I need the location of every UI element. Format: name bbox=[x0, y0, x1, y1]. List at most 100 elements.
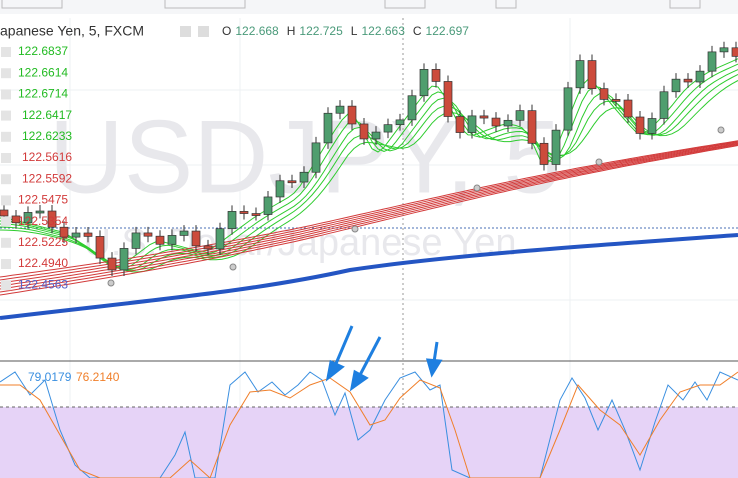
indicator-value: 122.4563 bbox=[18, 277, 68, 291]
candle-body bbox=[623, 99, 633, 118]
indicator-value: 122.6417 bbox=[22, 108, 72, 122]
candle-body bbox=[239, 211, 249, 214]
candle-body bbox=[215, 228, 225, 250]
candle-body bbox=[227, 211, 237, 230]
candle-body bbox=[155, 235, 165, 245]
long-ma bbox=[0, 233, 738, 320]
candle-body bbox=[11, 215, 21, 224]
annotation-arrows bbox=[325, 325, 443, 392]
candle-body bbox=[479, 115, 489, 119]
hide-box bbox=[1, 131, 11, 142]
red-ma bbox=[0, 144, 738, 293]
hide-box bbox=[1, 47, 11, 57]
indicator-value: 122.5354 bbox=[18, 214, 68, 228]
candle-body bbox=[23, 212, 33, 224]
candle-body bbox=[647, 118, 657, 134]
candle-body bbox=[179, 230, 189, 236]
candle-body bbox=[191, 230, 201, 247]
candles bbox=[0, 41, 738, 276]
ohlc: O 122.668 H 122.725 L 122.663 C 122.697 bbox=[222, 24, 469, 38]
oscillator-band bbox=[0, 407, 738, 478]
toolbar bbox=[0, 0, 738, 14]
candle-body bbox=[275, 180, 285, 198]
hide-box bbox=[1, 195, 11, 206]
candle-body bbox=[359, 123, 369, 140]
candle-body bbox=[491, 117, 501, 127]
candle-body bbox=[671, 78, 681, 93]
candle-body bbox=[335, 105, 345, 114]
stoch-k-value: 79.0179 bbox=[28, 370, 72, 384]
indicator-value: 122.6233 bbox=[22, 129, 72, 143]
hide-box bbox=[1, 153, 11, 163]
candle-body bbox=[203, 245, 213, 250]
indicator-value: 122.5475 bbox=[18, 193, 68, 207]
indicator-value: 122.6837 bbox=[18, 44, 68, 58]
ma-dots bbox=[107, 126, 725, 287]
candle-body bbox=[611, 99, 621, 102]
candle-body bbox=[131, 232, 141, 249]
hide-box bbox=[1, 280, 11, 291]
candle-body bbox=[527, 110, 537, 144]
hide-box bbox=[1, 259, 11, 269]
candle-body bbox=[59, 226, 69, 238]
candle-body bbox=[167, 235, 177, 245]
candle-body bbox=[695, 70, 705, 83]
hide-box bbox=[1, 216, 11, 227]
candle-body bbox=[467, 115, 477, 133]
candle-body bbox=[287, 180, 297, 184]
candle-body bbox=[395, 119, 405, 126]
candle-body bbox=[575, 60, 585, 89]
indicator-value: 122.5616 bbox=[22, 150, 72, 164]
indicator-value: 122.4940 bbox=[18, 256, 68, 270]
candle-body bbox=[143, 232, 153, 237]
candle-body bbox=[0, 209, 9, 217]
candle-body bbox=[251, 213, 261, 216]
candle-body bbox=[551, 129, 561, 165]
ohlc-key: C bbox=[413, 24, 422, 38]
candle-body bbox=[539, 142, 549, 165]
candle-body bbox=[563, 87, 573, 131]
stoch-d bbox=[0, 371, 738, 478]
hide-box bbox=[1, 110, 11, 121]
candle-body bbox=[503, 119, 513, 127]
ohlc-value: 122.668 bbox=[235, 24, 279, 38]
hide-box bbox=[1, 68, 11, 79]
candle-body bbox=[107, 257, 117, 271]
ohlc-value: 122.697 bbox=[426, 24, 470, 38]
candle-body bbox=[311, 142, 321, 173]
ohlc-key: L bbox=[351, 24, 358, 38]
ohlc-value: 122.725 bbox=[299, 24, 343, 38]
hide-box bbox=[1, 89, 11, 100]
candle-body bbox=[371, 131, 381, 140]
candle-body bbox=[635, 116, 645, 134]
hide-box bbox=[1, 174, 11, 185]
candle-body bbox=[587, 60, 597, 90]
candle-body bbox=[299, 171, 309, 183]
candle-body bbox=[707, 51, 717, 72]
indicator-value: 122.6714 bbox=[18, 87, 68, 101]
candle-body bbox=[719, 47, 729, 53]
indicator-labels: 122.6837 122.6614 122.6714 122.6417 122.6233… bbox=[1, 44, 72, 291]
indicator-value: 122.5225 bbox=[18, 235, 68, 249]
toolbar-buttons bbox=[1, 0, 701, 9]
candle-body bbox=[95, 236, 105, 259]
candle-body bbox=[119, 248, 129, 271]
candle-body bbox=[443, 81, 453, 117]
candle-body bbox=[263, 196, 273, 215]
red-ma bbox=[0, 145, 738, 296]
ohlc-value: 122.663 bbox=[361, 24, 405, 38]
candle-body bbox=[431, 69, 441, 82]
header-icons bbox=[180, 26, 209, 37]
ohlc-key: O bbox=[222, 24, 231, 38]
candle-body bbox=[83, 232, 93, 237]
indicator-value: 122.6614 bbox=[18, 65, 68, 79]
candle-body bbox=[731, 47, 738, 57]
candle-body bbox=[35, 210, 45, 214]
candle-body bbox=[419, 69, 429, 97]
candle-body bbox=[515, 110, 525, 121]
indicator-value: 122.5592 bbox=[22, 171, 72, 185]
candle-body bbox=[323, 112, 333, 144]
